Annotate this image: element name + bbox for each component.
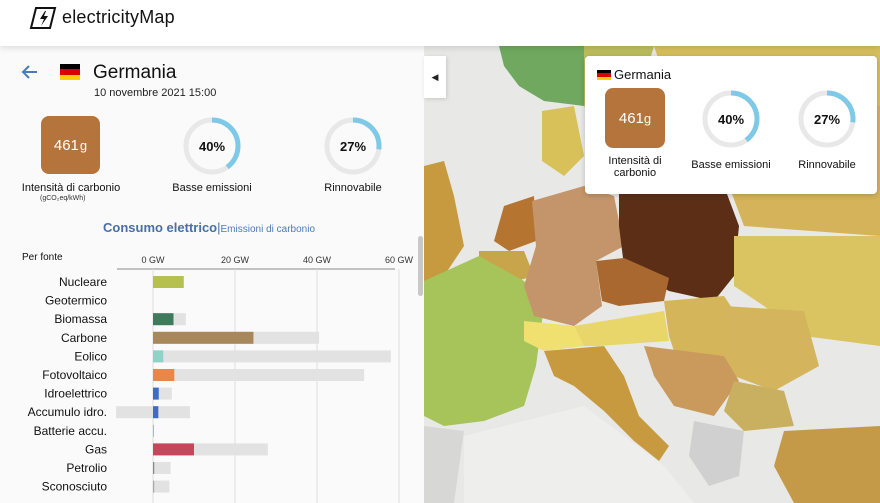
chart-source-label: Carbone — [61, 331, 107, 345]
map-region-iberia[interactable] — [424, 426, 464, 503]
chart-production-bar — [153, 387, 159, 400]
tooltip-low-carbon-value: 40% — [717, 111, 745, 127]
map-region-denmark[interactable] — [542, 106, 584, 176]
chart-source-label: Sconosciuto — [42, 480, 108, 494]
tooltip-country-name: Germania — [614, 67, 672, 82]
tooltip-low-carbon-ring — [702, 90, 760, 148]
map-region-romania[interactable] — [724, 306, 819, 391]
map-sea — [464, 406, 694, 503]
chart-source-label: Accumulo idro. — [28, 405, 107, 419]
map-region-france[interactable] — [424, 256, 544, 426]
carbon-intensity-box[interactable]: 461 g — [41, 116, 100, 174]
tab-emissions[interactable]: Emissioni di carbonio — [220, 224, 316, 235]
chart-source-label: Biomassa — [54, 312, 107, 326]
chart-production-bar — [153, 276, 184, 288]
chart-source-label: Batterie accu. — [34, 424, 107, 438]
low-carbon-ring — [183, 117, 241, 175]
low-carbon-value: 40% — [198, 138, 226, 154]
chevron-left-icon: ◀ — [431, 71, 439, 82]
panel-scrollbar[interactable] — [418, 236, 423, 296]
country-name: Germania — [93, 62, 177, 83]
back-arrow-icon[interactable] — [20, 62, 40, 82]
chart-production-bar — [153, 443, 194, 456]
collapse-panel-button[interactable]: ◀ — [424, 56, 446, 98]
chart-production-bar — [153, 369, 175, 381]
chart-capacity-bar — [153, 480, 170, 493]
low-carbon-label: Basse emissioni — [172, 182, 252, 194]
tooltip-renewable-gauge: 27% — [797, 89, 857, 149]
chart-production-bar — [153, 480, 155, 493]
tooltip-carbon-value: 461 — [618, 109, 644, 127]
zone-tooltip: Germania 461 g Intensità di carbonio 40% … — [585, 56, 877, 194]
chart-tick-label: 40 GW — [303, 255, 332, 265]
tooltip-carbon-box: 461 g — [605, 88, 665, 148]
map-region-bulgaria[interactable] — [724, 381, 794, 431]
map-region-uk[interactable] — [424, 161, 464, 281]
chart-source-label: Petrolio — [66, 461, 107, 475]
map-region-germany[interactable] — [524, 186, 624, 326]
app-title[interactable]: electricityMap — [62, 7, 175, 27]
map-region-austria[interactable] — [574, 311, 669, 346]
chart-capacity-bar — [153, 462, 171, 474]
map-region-greece[interactable] — [689, 421, 744, 486]
top-bar: electricityMap — [0, 0, 880, 46]
chart-source-label: Gas — [85, 442, 107, 456]
renewable-value: 27% — [339, 138, 367, 154]
carbon-intensity-label: Intensità di carbonio — [21, 182, 121, 194]
low-carbon-gauge[interactable]: 40% — [182, 116, 242, 176]
map-region-netherlands[interactable] — [494, 196, 536, 251]
chart-tabs: Consumo elettrico|Emissioni di carbonio — [103, 220, 315, 235]
zone-details-panel: Germania 10 novembre 2021 15:00 461 g Int… — [0, 46, 425, 503]
production-bar-chart: 0 GW 20 GW 40 GW 60 GW Nucleare Geotermico Bio… — [28, 255, 414, 503]
tooltip-renewable-value: 27% — [813, 111, 841, 127]
chart-production-bar — [153, 350, 164, 363]
renewable-ring — [324, 117, 382, 175]
tooltip-renewable-label: Rinnovabile — [798, 159, 856, 171]
carbon-intensity-unit: g — [79, 137, 88, 153]
tooltip-low-carbon-gauge: 40% — [701, 89, 761, 149]
chart-source-label: Fotovoltaico — [42, 368, 107, 382]
tab-separator: | — [217, 220, 221, 235]
chart-source-label: Eolico — [74, 349, 107, 363]
chart-tick-label: 20 GW — [221, 255, 250, 265]
chart-source-label: Geotermico — [45, 294, 107, 308]
tooltip-carbon-label: Intensità di carbonio — [608, 155, 662, 179]
germany-flag-icon — [60, 64, 80, 80]
map-region-italy[interactable] — [544, 346, 669, 461]
chart-source-label: Idroelettrico — [44, 387, 107, 401]
tooltip-germany-flag-icon — [597, 70, 611, 80]
logo-icon[interactable] — [28, 6, 58, 30]
timestamp: 10 novembre 2021 15:00 — [94, 87, 217, 99]
chart-production-bar — [153, 406, 159, 419]
map-region-czechia[interactable] — [596, 258, 669, 306]
chart-capacity-bar — [153, 369, 365, 381]
chart-title: Per fonte — [22, 252, 63, 263]
map-region-balkans[interactable] — [644, 346, 739, 416]
carbon-intensity-value: 461 — [53, 136, 79, 154]
map-region-turkey[interactable] — [774, 426, 880, 503]
renewable-label: Rinnovabile — [324, 182, 382, 194]
map-region-switzerland[interactable] — [524, 321, 584, 351]
tooltip-renewable-ring — [798, 90, 856, 148]
tooltip-low-carbon-label: Basse emissioni — [691, 159, 771, 171]
chart-tick-label: 0 GW — [141, 255, 165, 265]
chart-production-bar — [153, 462, 155, 474]
chart-tick-label: 60 GW — [385, 255, 414, 265]
carbon-intensity-unit-label: (gCO₂eq/kWh) — [40, 195, 86, 202]
chart-source-label: Nucleare — [59, 275, 107, 289]
chart-production-bar — [153, 313, 174, 326]
map-region-ukraine[interactable] — [734, 236, 880, 346]
tooltip-carbon-unit: g — [643, 110, 652, 126]
renewable-gauge[interactable]: 27% — [323, 116, 383, 176]
chart-capacity-bar — [153, 350, 391, 363]
chart-production-bar — [153, 331, 254, 344]
tab-consumption[interactable]: Consumo elettrico — [103, 220, 218, 235]
